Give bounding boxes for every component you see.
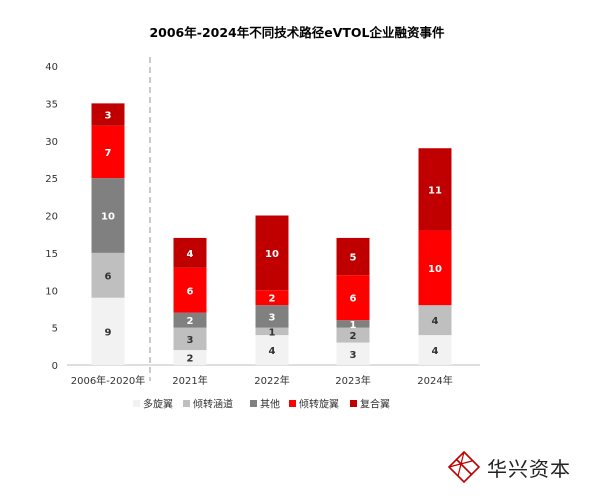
data-label: 3 (187, 335, 194, 346)
x-tick-label: 2006年-2020年 (71, 374, 146, 387)
data-label: 2 (350, 331, 357, 342)
bar-segment (255, 290, 289, 306)
bar-segment (255, 305, 289, 328)
bar-segment (418, 335, 452, 365)
bar-segment (173, 350, 207, 365)
x-tick-label: 2024年 (417, 374, 452, 387)
data-label: 4 (187, 249, 194, 260)
bar-segment (91, 125, 125, 179)
bar-segment (91, 103, 125, 126)
y-axis: 0 5 10 15 20 25 30 35 40 (45, 62, 58, 372)
bar-segment (336, 275, 370, 321)
data-label: 1 (350, 320, 357, 331)
data-label: 9 (105, 327, 112, 338)
bar-segment (91, 297, 125, 365)
y-tick-label: 20 (45, 212, 58, 223)
y-tick-label: 5 (52, 324, 58, 335)
bar-segment (255, 327, 289, 336)
y-tick-label: 0 (52, 361, 58, 372)
legend-label: 复合翼 (360, 398, 390, 411)
huaxing-logo-icon (447, 450, 481, 484)
legend-swatch (289, 400, 296, 407)
chart: 2006年-2024年不同技术路径eVTOL企业融资事件 05101520253… (45, 25, 480, 411)
data-label: 1 (269, 327, 276, 338)
brand-logo: 华兴资本 (447, 450, 571, 484)
chart-title: 2006年-2024年不同技术路径eVTOL企业融资事件 (149, 25, 445, 40)
bar-segment (336, 237, 370, 276)
legend-label: 其他 (260, 398, 280, 411)
data-label: 2 (269, 294, 276, 305)
y-tick-label: 30 (45, 137, 58, 148)
data-label: 10 (101, 212, 115, 223)
data-label: 6 (187, 286, 194, 297)
legend-swatch (250, 400, 257, 407)
data-label: 10 (265, 249, 279, 260)
legend-label: 倾转旋翼 (299, 398, 339, 411)
legend-label: 多旋翼 (143, 398, 173, 411)
bar-segment (255, 215, 289, 291)
x-axis: 2006年-2020年 2021年 2022年 2023年 2024年 (67, 364, 480, 387)
data-label: 4 (432, 316, 439, 327)
y-tick-label: 40 (45, 62, 58, 73)
y-tick-label: 25 (45, 174, 58, 185)
x-tick-label: 2021年 (172, 374, 207, 387)
bar-segment (91, 178, 125, 253)
data-label: 3 (269, 312, 276, 323)
y-tick-label: 35 (45, 99, 58, 110)
legend-label: 倾转涵道 (193, 398, 233, 411)
y-tick-label: 10 (45, 286, 58, 297)
data-label: 4 (432, 346, 439, 357)
bar-segment (418, 148, 452, 231)
data-label: 3 (350, 350, 357, 361)
y-tick-label: 15 (45, 249, 58, 260)
bar-segment (173, 237, 207, 268)
data-label: 2 (187, 316, 194, 327)
data-label: 5 (350, 253, 357, 264)
legend-swatch (350, 400, 357, 407)
data-label: 10 (428, 264, 442, 275)
bar-segment (255, 335, 289, 365)
bar-segment (336, 320, 370, 328)
legend-swatch (183, 400, 190, 407)
legend-swatch (133, 400, 140, 407)
data-label: 6 (350, 294, 357, 305)
data-label: 3 (105, 111, 112, 122)
bar-segment (418, 305, 452, 336)
bar-segment (173, 312, 207, 328)
bar-segment (91, 252, 125, 298)
data-label: 11 (428, 185, 442, 196)
bar-segment (418, 230, 452, 306)
data-label: 7 (105, 148, 112, 159)
bar-segment (173, 327, 207, 351)
brand-name: 华兴资本 (487, 456, 571, 481)
bar-segment (336, 327, 370, 343)
bar-segment (173, 267, 207, 313)
x-tick-label: 2022年 (254, 374, 289, 387)
data-label: 2 (187, 354, 194, 365)
data-label: 4 (269, 346, 276, 357)
x-tick-label: 2023年 (335, 374, 370, 387)
legend: 多旋翼 倾转涵道 其他 倾转旋翼 复合翼 (133, 398, 390, 411)
data-label: 6 (105, 271, 112, 282)
bar-segment (336, 342, 370, 365)
